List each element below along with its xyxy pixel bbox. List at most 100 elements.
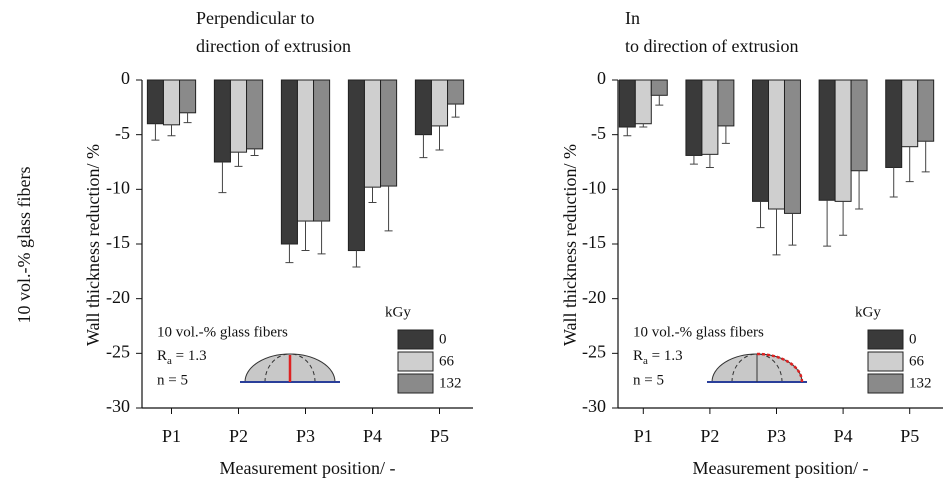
x-tick-label: P1: [162, 426, 181, 446]
annotation-rest: = 1.3: [172, 348, 207, 364]
bar: [818, 79, 836, 201]
error-bar: [250, 148, 259, 156]
error-bar: [285, 244, 294, 264]
error-bar: [772, 209, 781, 256]
x-tick-label: P5: [430, 426, 449, 446]
bar: [213, 79, 231, 163]
annotation-base: R: [633, 348, 643, 364]
legend-label: 66: [439, 353, 455, 369]
bar: [885, 79, 903, 168]
error-bar: [839, 201, 848, 236]
y-tick-label: -20: [106, 287, 130, 307]
legend-label: 0: [439, 331, 447, 347]
error-bar: [167, 124, 176, 137]
error-bar: [317, 221, 326, 255]
error-bar: [823, 200, 832, 247]
y-tick-label: -20: [582, 287, 606, 307]
y-axis-label: Wall thickness reduction/ %: [560, 144, 580, 346]
legend-swatch: [867, 351, 904, 372]
bar: [634, 79, 652, 125]
legend-swatch: [867, 329, 904, 350]
error-bar: [855, 170, 864, 210]
x-tick-label: P4: [363, 426, 382, 446]
legend-title: kGy: [385, 304, 411, 320]
bar: [901, 79, 919, 148]
bar: [701, 79, 719, 155]
y-tick-label: 0: [121, 68, 130, 88]
error-bar: [419, 134, 428, 159]
bar: [850, 79, 868, 172]
legend-swatch: [397, 329, 434, 350]
error-bar: [183, 112, 192, 124]
annotation: n = 5: [633, 372, 664, 388]
x-axis-label: Measurement position/ -: [693, 458, 869, 478]
y-tick-label: -15: [106, 232, 130, 252]
y-axis-label: Wall thickness reduction/ %: [83, 144, 103, 346]
bar: [447, 79, 465, 105]
chart-title: Perpendicular to: [196, 8, 314, 28]
bar: [768, 79, 785, 210]
y-tick-label: -25: [582, 341, 606, 361]
error-bar: [368, 187, 377, 203]
bar: [917, 79, 935, 142]
y-tick-label: -10: [582, 177, 606, 197]
x-tick-label: P5: [900, 426, 919, 446]
error-bar: [905, 146, 914, 183]
error-bar: [655, 95, 664, 106]
error-bar: [435, 125, 444, 151]
error-bar: [921, 141, 930, 173]
legend-swatch: [397, 351, 434, 372]
x-tick-label: P2: [229, 426, 248, 446]
y-tick-label: -15: [582, 232, 606, 252]
y-tick-label: -5: [591, 123, 606, 143]
error-bar: [352, 250, 361, 268]
legend-label: 0: [909, 331, 917, 347]
bar: [717, 79, 735, 127]
bar: [146, 79, 164, 125]
chart-title: In: [625, 8, 640, 28]
bar: [752, 79, 770, 202]
error-bar: [721, 125, 730, 144]
annotation-sub: a: [167, 355, 172, 367]
y-tick-label: -10: [106, 177, 130, 197]
bar: [363, 79, 382, 188]
annotation-base: R: [157, 348, 167, 364]
bar: [313, 79, 331, 222]
bar: [246, 79, 264, 150]
annotation-rest: = 1.3: [648, 348, 683, 364]
bar: [783, 79, 801, 214]
annotation-sub: a: [643, 355, 648, 367]
bar: [685, 79, 703, 156]
chart-title: direction of extrusion: [196, 36, 351, 56]
bar: [280, 79, 298, 245]
legend-swatch: [397, 373, 434, 394]
annotation: 10 vol.-% glass fibers: [633, 324, 764, 340]
y-tick-label: -25: [106, 341, 130, 361]
error-bar: [788, 213, 797, 246]
x-axis-label: Measurement position/ -: [220, 458, 396, 478]
bar: [296, 79, 315, 222]
x-tick-label: P3: [296, 426, 315, 446]
x-tick-label: P4: [834, 426, 853, 446]
bar: [834, 79, 852, 202]
bar: [650, 79, 668, 96]
side-label: 10 vol.-% glass fibers: [14, 167, 34, 324]
bar: [347, 79, 365, 252]
bar: [162, 79, 181, 126]
y-tick-label: -30: [106, 396, 130, 416]
inset-right: [707, 352, 807, 383]
error-bar: [384, 186, 393, 232]
error-bar: [756, 201, 765, 229]
error-bar: [623, 127, 632, 137]
y-tick-label: -30: [582, 396, 606, 416]
bar: [380, 79, 398, 187]
x-tick-label: P3: [767, 426, 786, 446]
legend-label: 132: [909, 375, 932, 391]
error-bar: [639, 123, 648, 128]
annotation: 10 vol.-% glass fibers: [157, 324, 288, 340]
inset-left: [240, 353, 340, 383]
bar: [414, 79, 432, 136]
error-bar: [234, 152, 243, 167]
x-tick-label: P1: [634, 426, 653, 446]
legend-swatch: [867, 373, 904, 394]
